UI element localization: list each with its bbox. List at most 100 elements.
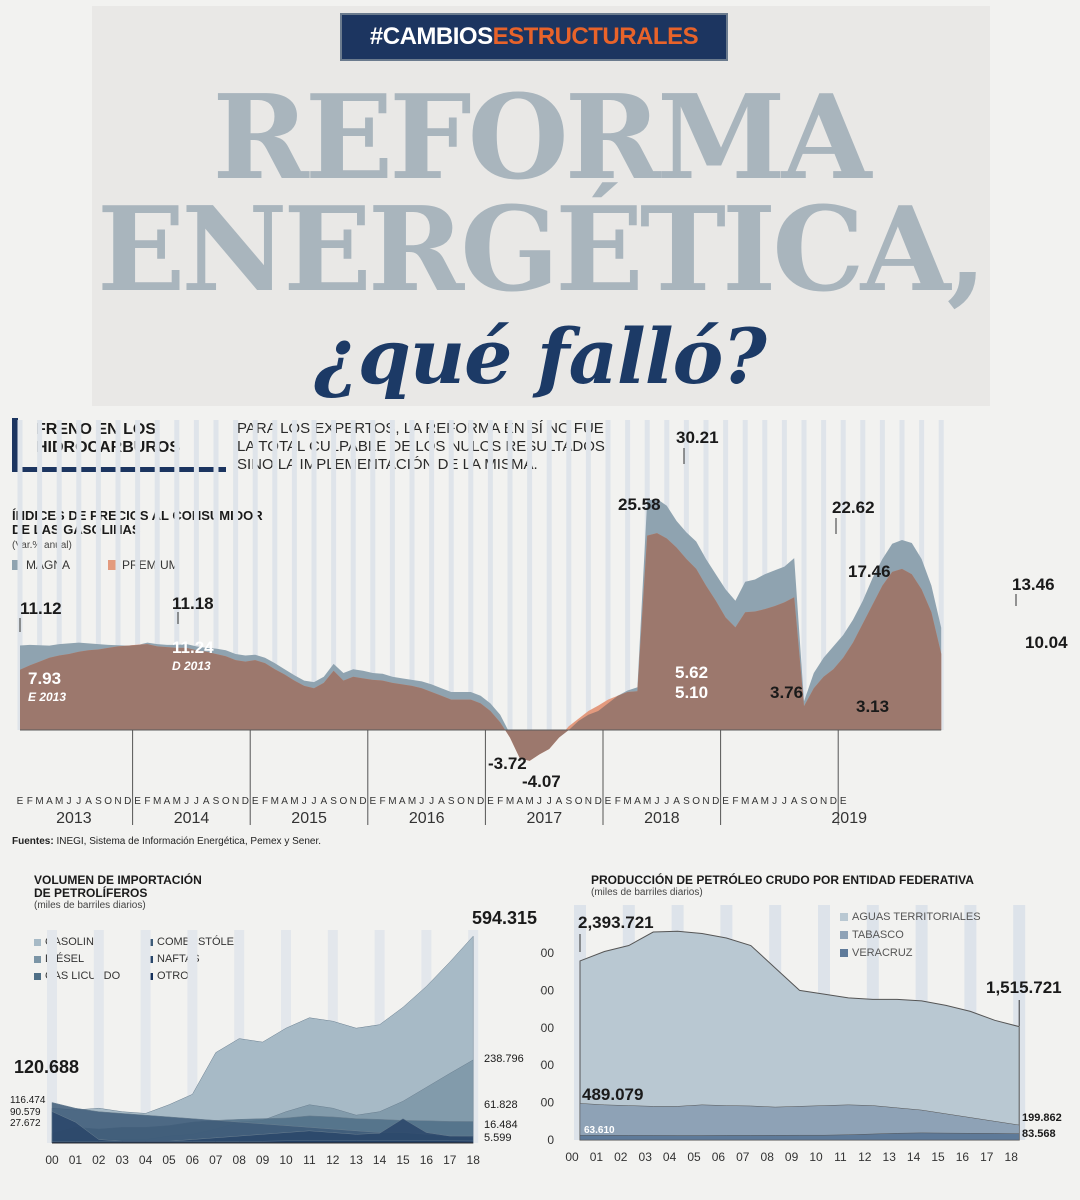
y-tick-label: 2,000 bbox=[540, 983, 554, 997]
stripe bbox=[625, 420, 631, 730]
month-tick-label: S bbox=[683, 796, 690, 807]
stripe bbox=[47, 930, 57, 1143]
month-tick-label: M bbox=[173, 796, 181, 807]
legend-label-veracruz: VERACRUZ bbox=[852, 947, 913, 959]
x-tick-label: 03 bbox=[116, 1153, 130, 1167]
x-tick-label: 07 bbox=[736, 1150, 750, 1164]
stripe bbox=[938, 420, 944, 730]
y-tick-label: 1,000 bbox=[540, 1058, 554, 1072]
month-tick-label: M bbox=[761, 796, 769, 807]
month-tick-label: N bbox=[702, 796, 709, 807]
year-label: 2015 bbox=[291, 810, 327, 827]
year-label: 2014 bbox=[174, 810, 210, 827]
stripe bbox=[801, 420, 807, 730]
data-label-magna-dec2016: 5.62 bbox=[675, 663, 708, 682]
month-tick-label: M bbox=[35, 796, 43, 807]
production-chart: 0 500 1,000 1,500 2,000 2,500 00 01 02 03 04 05 06 07… bbox=[540, 905, 1062, 1164]
stripe bbox=[331, 420, 337, 730]
month-tick-label: A bbox=[281, 796, 288, 807]
month-tick-label: A bbox=[634, 796, 641, 807]
hashtag-part-1: #CAMBIOS bbox=[369, 23, 493, 50]
month-tick-label: J bbox=[67, 796, 72, 807]
data-label-min-magna: -3.72 bbox=[488, 754, 527, 773]
x-tick-label: 04 bbox=[139, 1153, 153, 1167]
legend-label-tabasco: TABASCO bbox=[852, 929, 904, 941]
x-tick-label: 00 bbox=[45, 1153, 59, 1167]
hashtag-banner: #CAMBIOSESTRUCTURALES bbox=[340, 13, 728, 61]
month-tick-label: A bbox=[320, 796, 327, 807]
x-tick-label: 12 bbox=[858, 1150, 872, 1164]
headline-line-1: REFORMA bbox=[212, 70, 871, 206]
month-tick-label: E bbox=[252, 796, 259, 807]
stripe bbox=[409, 420, 415, 730]
legend-swatch-diesel bbox=[34, 956, 41, 963]
x-tick-label: 08 bbox=[233, 1153, 247, 1167]
legend-swatch-tabasco bbox=[840, 931, 848, 939]
x-tick-label: 02 bbox=[614, 1150, 628, 1164]
month-tick-label: N bbox=[232, 796, 239, 807]
month-tick-label: J bbox=[537, 796, 542, 807]
month-tick-label: D bbox=[359, 796, 366, 807]
month-tick-label: J bbox=[429, 796, 434, 807]
stripe bbox=[389, 420, 395, 730]
month-tick-label: M bbox=[506, 796, 514, 807]
stripe bbox=[213, 420, 219, 730]
stripe bbox=[350, 420, 356, 730]
data-label-magna-dec2017: 22.62 bbox=[832, 498, 875, 517]
month-tick-label: J bbox=[782, 796, 787, 807]
stripe bbox=[291, 420, 297, 730]
x-tick-label: 03 bbox=[639, 1150, 653, 1164]
month-tick-label: D bbox=[595, 796, 602, 807]
y-tick-label: 1,500 bbox=[540, 1021, 554, 1035]
stripe bbox=[840, 420, 846, 730]
month-tick-label: O bbox=[575, 796, 583, 807]
data-label-min-premium: -4.07 bbox=[522, 772, 561, 791]
month-tick-label: O bbox=[457, 796, 465, 807]
stripe bbox=[742, 420, 748, 730]
stripe bbox=[76, 420, 82, 730]
x-tick-label: 04 bbox=[663, 1150, 677, 1164]
x-tick-label: 16 bbox=[420, 1153, 434, 1167]
month-tick-label: A bbox=[516, 796, 523, 807]
data-label-veracruz-end: 83.568 bbox=[1022, 1128, 1056, 1140]
stripe bbox=[429, 420, 435, 730]
stripe bbox=[527, 420, 533, 730]
stripe bbox=[566, 420, 572, 730]
x-tick-label: 09 bbox=[785, 1150, 799, 1164]
month-tick-label: M bbox=[55, 796, 63, 807]
data-label-premium-dec2013: 11.24 bbox=[172, 638, 214, 657]
x-tick-label: 11 bbox=[303, 1153, 316, 1167]
month-tick-label: A bbox=[85, 796, 92, 807]
x-tick-label: 14 bbox=[373, 1153, 387, 1167]
x-tick-label: 06 bbox=[712, 1150, 726, 1164]
x-tick-label: 16 bbox=[956, 1150, 970, 1164]
month-tick-label: J bbox=[312, 796, 317, 807]
data-label-right-4: 5.599 bbox=[484, 1132, 512, 1144]
data-label-note: D 2013 bbox=[172, 659, 211, 673]
x-tick-label: 17 bbox=[443, 1153, 457, 1167]
data-label-peak: 594.315 bbox=[472, 908, 537, 928]
month-tick-label: A bbox=[673, 796, 680, 807]
x-tick-label: 01 bbox=[590, 1150, 604, 1164]
month-tick-label: E bbox=[134, 796, 141, 807]
x-tick-label: 15 bbox=[931, 1150, 945, 1164]
data-label-right-3: 16.484 bbox=[484, 1119, 518, 1131]
month-tick-label: J bbox=[184, 796, 189, 807]
data-label-premium-jan2013: 7.93 bbox=[28, 669, 61, 688]
month-tick-label: F bbox=[497, 796, 503, 807]
month-tick-label: S bbox=[213, 796, 220, 807]
data-label-peak-magna: 30.21 bbox=[676, 428, 719, 447]
month-tick-label: N bbox=[820, 796, 827, 807]
month-tick-label: D bbox=[477, 796, 484, 807]
stripe bbox=[860, 420, 866, 730]
month-tick-label: J bbox=[302, 796, 307, 807]
month-tick-label: F bbox=[732, 796, 738, 807]
x-tick-label: 09 bbox=[256, 1153, 270, 1167]
stripe bbox=[17, 420, 23, 730]
month-tick-label: J bbox=[419, 796, 424, 807]
data-label-tabasco-end: 199.862 bbox=[1022, 1112, 1062, 1124]
year-label: 2016 bbox=[409, 810, 445, 827]
intro-line-2: LA TOTAL CULPABLE DE LOS NULOS RESULTADO… bbox=[237, 438, 610, 455]
month-tick-label: F bbox=[144, 796, 150, 807]
stripe bbox=[115, 420, 121, 730]
